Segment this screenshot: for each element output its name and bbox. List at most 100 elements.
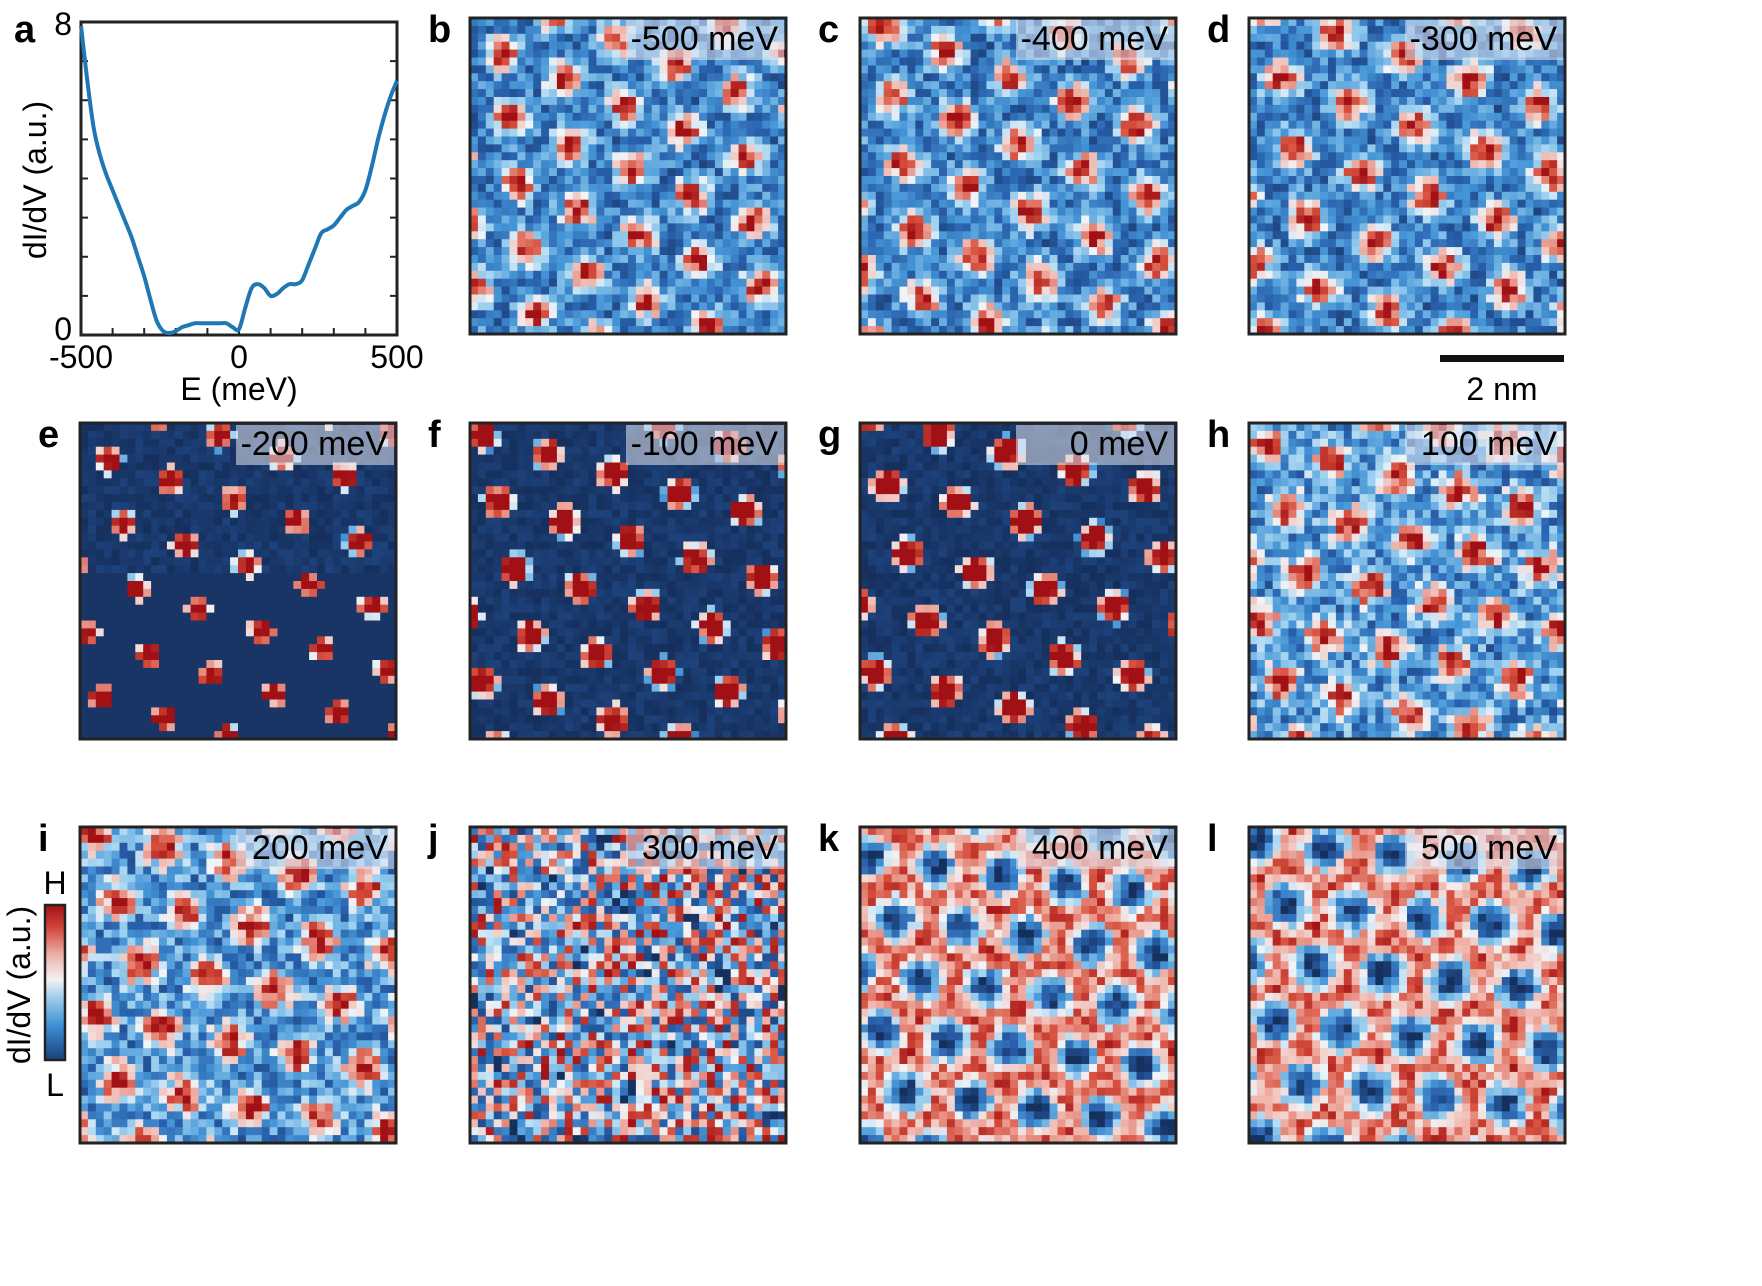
map-pixel [730,65,740,74]
map-pixel [1462,278,1471,288]
map-pixel [1501,160,1511,169]
map-pixel [143,438,152,448]
map-pixel [509,168,518,177]
map-pixel [707,112,716,122]
map-pixel [509,183,518,193]
map-pixel [549,310,558,319]
map-pixel [1097,262,1106,272]
map-pixel [730,286,740,296]
map-pixel [946,57,956,66]
map-pixel [1018,215,1027,224]
map-pixel [1120,168,1130,177]
map-pixel [620,152,629,161]
map-pixel [699,231,708,240]
map-pixel [875,97,885,106]
map-pixel [986,270,995,280]
map-pixel [612,152,621,161]
map-pixel [556,207,566,217]
map-pixel [501,97,511,106]
map-pixel [1541,168,1550,177]
map-pixel [659,302,669,311]
map-pixel [1081,294,1090,303]
map-pixel [572,49,582,59]
map-pixel [1517,104,1527,114]
map-pixel [946,231,956,240]
map-pixel [1446,310,1455,319]
map-pixel [1501,318,1511,327]
map-pixel [1320,310,1329,319]
map-pixel [883,57,893,66]
map-pixel [588,278,597,288]
map-pixel [1002,104,1011,114]
map-pixel [707,294,716,303]
map-pixel [970,33,980,43]
map-pixel [699,223,708,232]
map-pixel [1272,183,1282,193]
map-pixel [1272,310,1282,319]
map-pixel [915,49,924,59]
map-pixel [986,255,995,264]
map-pixel [770,183,779,193]
map-pixel [978,41,987,51]
map-pixel [1296,97,1305,106]
map-pixel [1549,183,1558,193]
map-pixel [1430,318,1440,327]
map-pixel [722,310,732,319]
map-pixel [746,318,755,327]
map-pixel [1462,302,1471,311]
map-pixel [738,81,748,90]
map-pixel [1478,128,1487,138]
map-pixel [1089,262,1098,272]
map-pixel [556,231,566,240]
map-pixel [628,215,637,224]
map-pixel [485,18,495,27]
map-pixel [501,120,511,130]
map-pixel [875,191,885,201]
map-pixel [549,97,558,106]
map-pixel [1478,286,1487,296]
map-pixel [1517,239,1527,248]
map-pixel [1144,318,1153,327]
map-pixel [891,176,901,185]
map-pixel [1351,310,1361,319]
map-pixel [1541,223,1550,232]
map-pixel [1280,168,1290,177]
map-pixel [612,223,621,232]
map-pixel [1288,286,1297,296]
map-pixel [1057,207,1066,217]
map-pixel [501,223,511,232]
map-pixel [604,294,613,303]
map-pixel [1541,128,1550,138]
map-pixel [1533,278,1542,288]
map-pixel [1065,191,1074,201]
map-pixel [1549,278,1558,288]
map-pixel [1160,65,1169,74]
map-pixel [691,65,700,74]
map-pixel [946,183,956,193]
map-pixel [470,168,479,177]
map-pixel [1120,120,1130,130]
map-pixel [612,176,621,185]
map-pixel [954,65,964,74]
map-pixel [1383,144,1392,153]
map-pixel [907,302,916,311]
map-pixel [525,120,534,130]
map-pixel [1375,152,1384,161]
map-pixel [1320,231,1329,240]
map-pixel [970,318,980,327]
map-pixel [525,270,534,280]
map-pixel [978,215,987,224]
map-pixel [1407,136,1416,145]
map-pixel [1391,176,1400,185]
map-pixel [954,57,964,66]
map-pixel [1470,97,1479,106]
map-pixel [635,231,645,240]
map-pixel [1501,128,1511,138]
map-pixel [875,49,885,59]
map-pixel [946,310,956,319]
map-pixel [707,183,716,193]
map-pixel [549,160,558,169]
map-pixel [1383,215,1392,224]
map-pixel [1517,112,1527,122]
map-pixel [628,89,637,98]
